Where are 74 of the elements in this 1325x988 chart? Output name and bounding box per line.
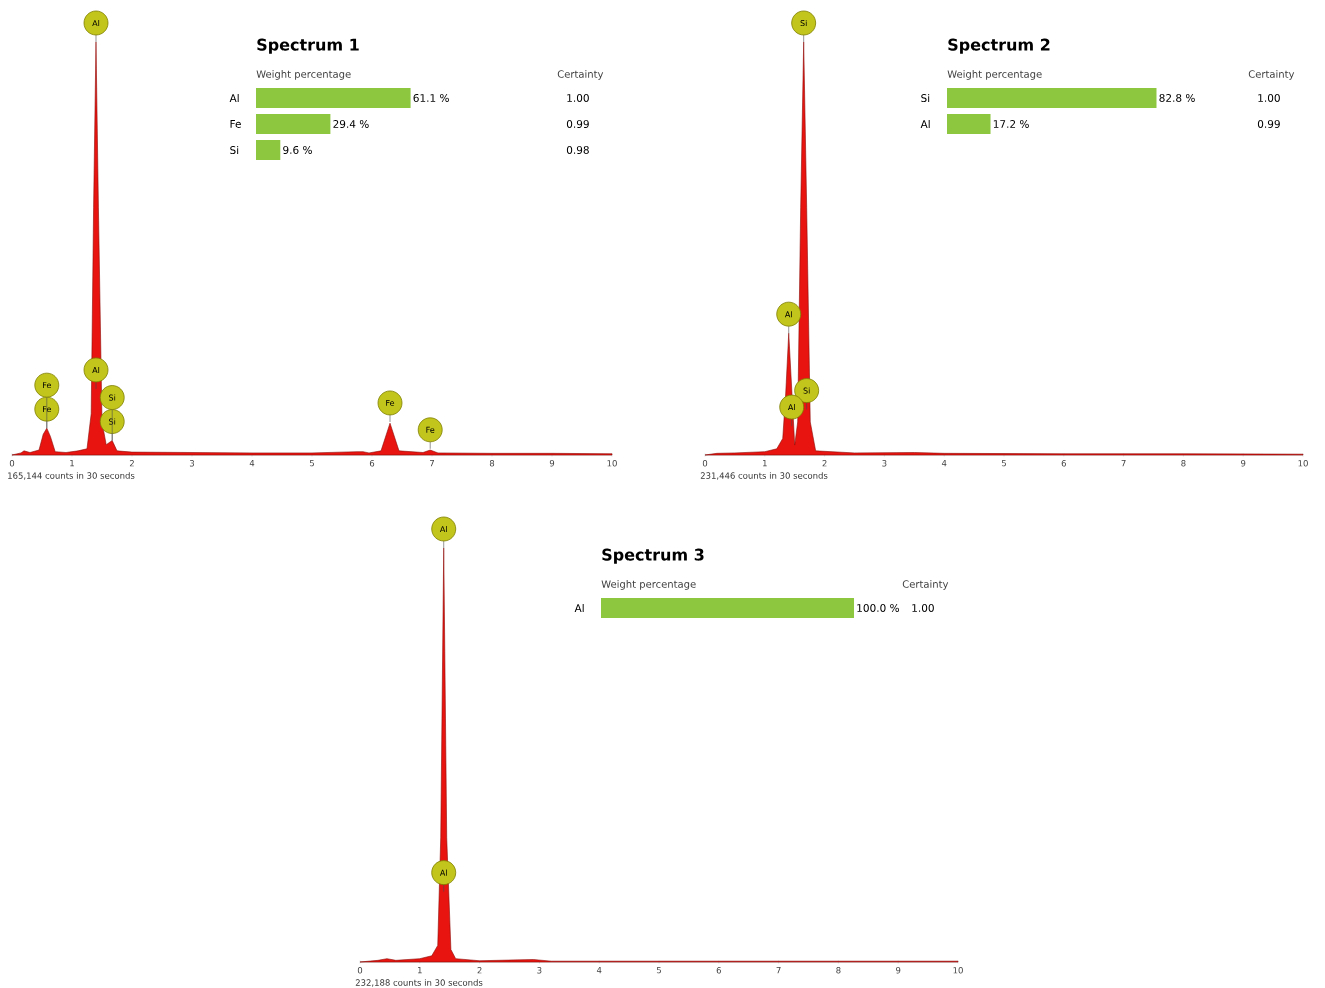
chart-title: Spectrum 1 (257, 38, 359, 54)
y-tick-label: Fe (230, 120, 241, 128)
annotation: 1.00 (1258, 94, 1280, 102)
annotation: 0.99 (566, 120, 589, 128)
x-tick-label: 4 (941, 460, 947, 467)
x-tick-label: 9 (549, 460, 555, 467)
y-tick-label: Si (230, 145, 239, 155)
x-tick-label: 2 (822, 460, 827, 467)
x-tick-label: 2 (477, 967, 482, 974)
annotation: Al (784, 311, 792, 318)
x-tick-label: 3 (882, 460, 887, 467)
annotation: Al (439, 869, 447, 876)
annotation: Fe (386, 399, 395, 406)
annotation: Al (439, 525, 447, 533)
x-axis-title: Weight percentage (256, 70, 351, 80)
chart-title: Spectrum 3 (602, 548, 704, 564)
annotation: Fe (43, 382, 51, 389)
chart-title: Spectrum 2 (948, 38, 1050, 54)
x-tick-label: 1 (763, 460, 767, 467)
annotation: Fe (426, 426, 435, 433)
x-tick-label: 2 (129, 460, 134, 467)
x-tick-label: 7 (776, 967, 781, 974)
x-tick-label: 1 (70, 460, 74, 467)
data-label: 29.4 % (333, 120, 369, 128)
data-label: 9.6 % (283, 146, 312, 154)
x-tick-label: 3 (537, 967, 542, 974)
x-tick-label: 9 (1241, 460, 1246, 467)
x-tick-label: 0 (357, 967, 363, 974)
x-axis-title: 232,188 counts in 30 seconds (355, 979, 483, 987)
x-tick-label: 10 (953, 967, 963, 974)
x-tick-label: 1 (418, 967, 422, 974)
x-axis-title: Weight percentage (947, 70, 1042, 80)
annotation: Si (803, 387, 810, 394)
x-tick-label: 6 (716, 967, 721, 974)
x-tick-label: 3 (189, 460, 195, 467)
annotation: Si (109, 394, 116, 401)
annotation: 0.99 (1257, 120, 1280, 128)
x-tick-label: 8 (836, 967, 841, 974)
annotation: 1.00 (567, 94, 589, 102)
x-axis-title: 231,446 counts in 30 seconds (700, 472, 828, 480)
x-tick-label: 0 (9, 460, 15, 467)
x-tick-label: 5 (656, 967, 661, 974)
x-tick-label: 5 (309, 460, 314, 467)
annotation: Al (787, 404, 795, 411)
x-tick-label: 6 (1061, 460, 1066, 467)
x-tick-label: 9 (896, 967, 901, 974)
data-label: 17.2 % (993, 120, 1029, 128)
annotation: Al (92, 366, 100, 373)
x-tick-label: 6 (369, 460, 375, 467)
data-label: 100.0 % (857, 604, 899, 612)
x-tick-label: 8 (1181, 460, 1186, 467)
annotation: Certainty (1248, 70, 1295, 80)
annotation: Certainty (557, 70, 604, 80)
x-tick-label: 4 (249, 460, 255, 467)
data-label: 61.1 % (413, 94, 449, 102)
y-tick-label: Al (229, 94, 239, 102)
x-tick-label: 7 (1121, 460, 1126, 467)
x-tick-label: 10 (1298, 460, 1308, 467)
x-axis-title: 165,144 counts in 30 seconds (8, 472, 135, 480)
annotation: Si (800, 19, 807, 27)
x-tick-label: 0 (702, 460, 708, 467)
annotation: Si (109, 418, 116, 425)
annotation: 0.98 (566, 146, 589, 154)
x-tick-label: 10 (607, 460, 617, 467)
annotation: Certainty (902, 580, 949, 590)
annotation: 1.00 (912, 604, 934, 612)
x-axis-title: Weight percentage (601, 580, 696, 590)
annotation: Fe (43, 406, 51, 413)
annotation: Al (92, 19, 100, 27)
x-tick-label: 7 (429, 460, 434, 467)
data-label: 82.8 % (1159, 94, 1195, 102)
x-tick-label: 5 (1001, 460, 1006, 467)
x-tick-label: 4 (596, 967, 602, 974)
x-tick-label: 8 (489, 460, 495, 467)
